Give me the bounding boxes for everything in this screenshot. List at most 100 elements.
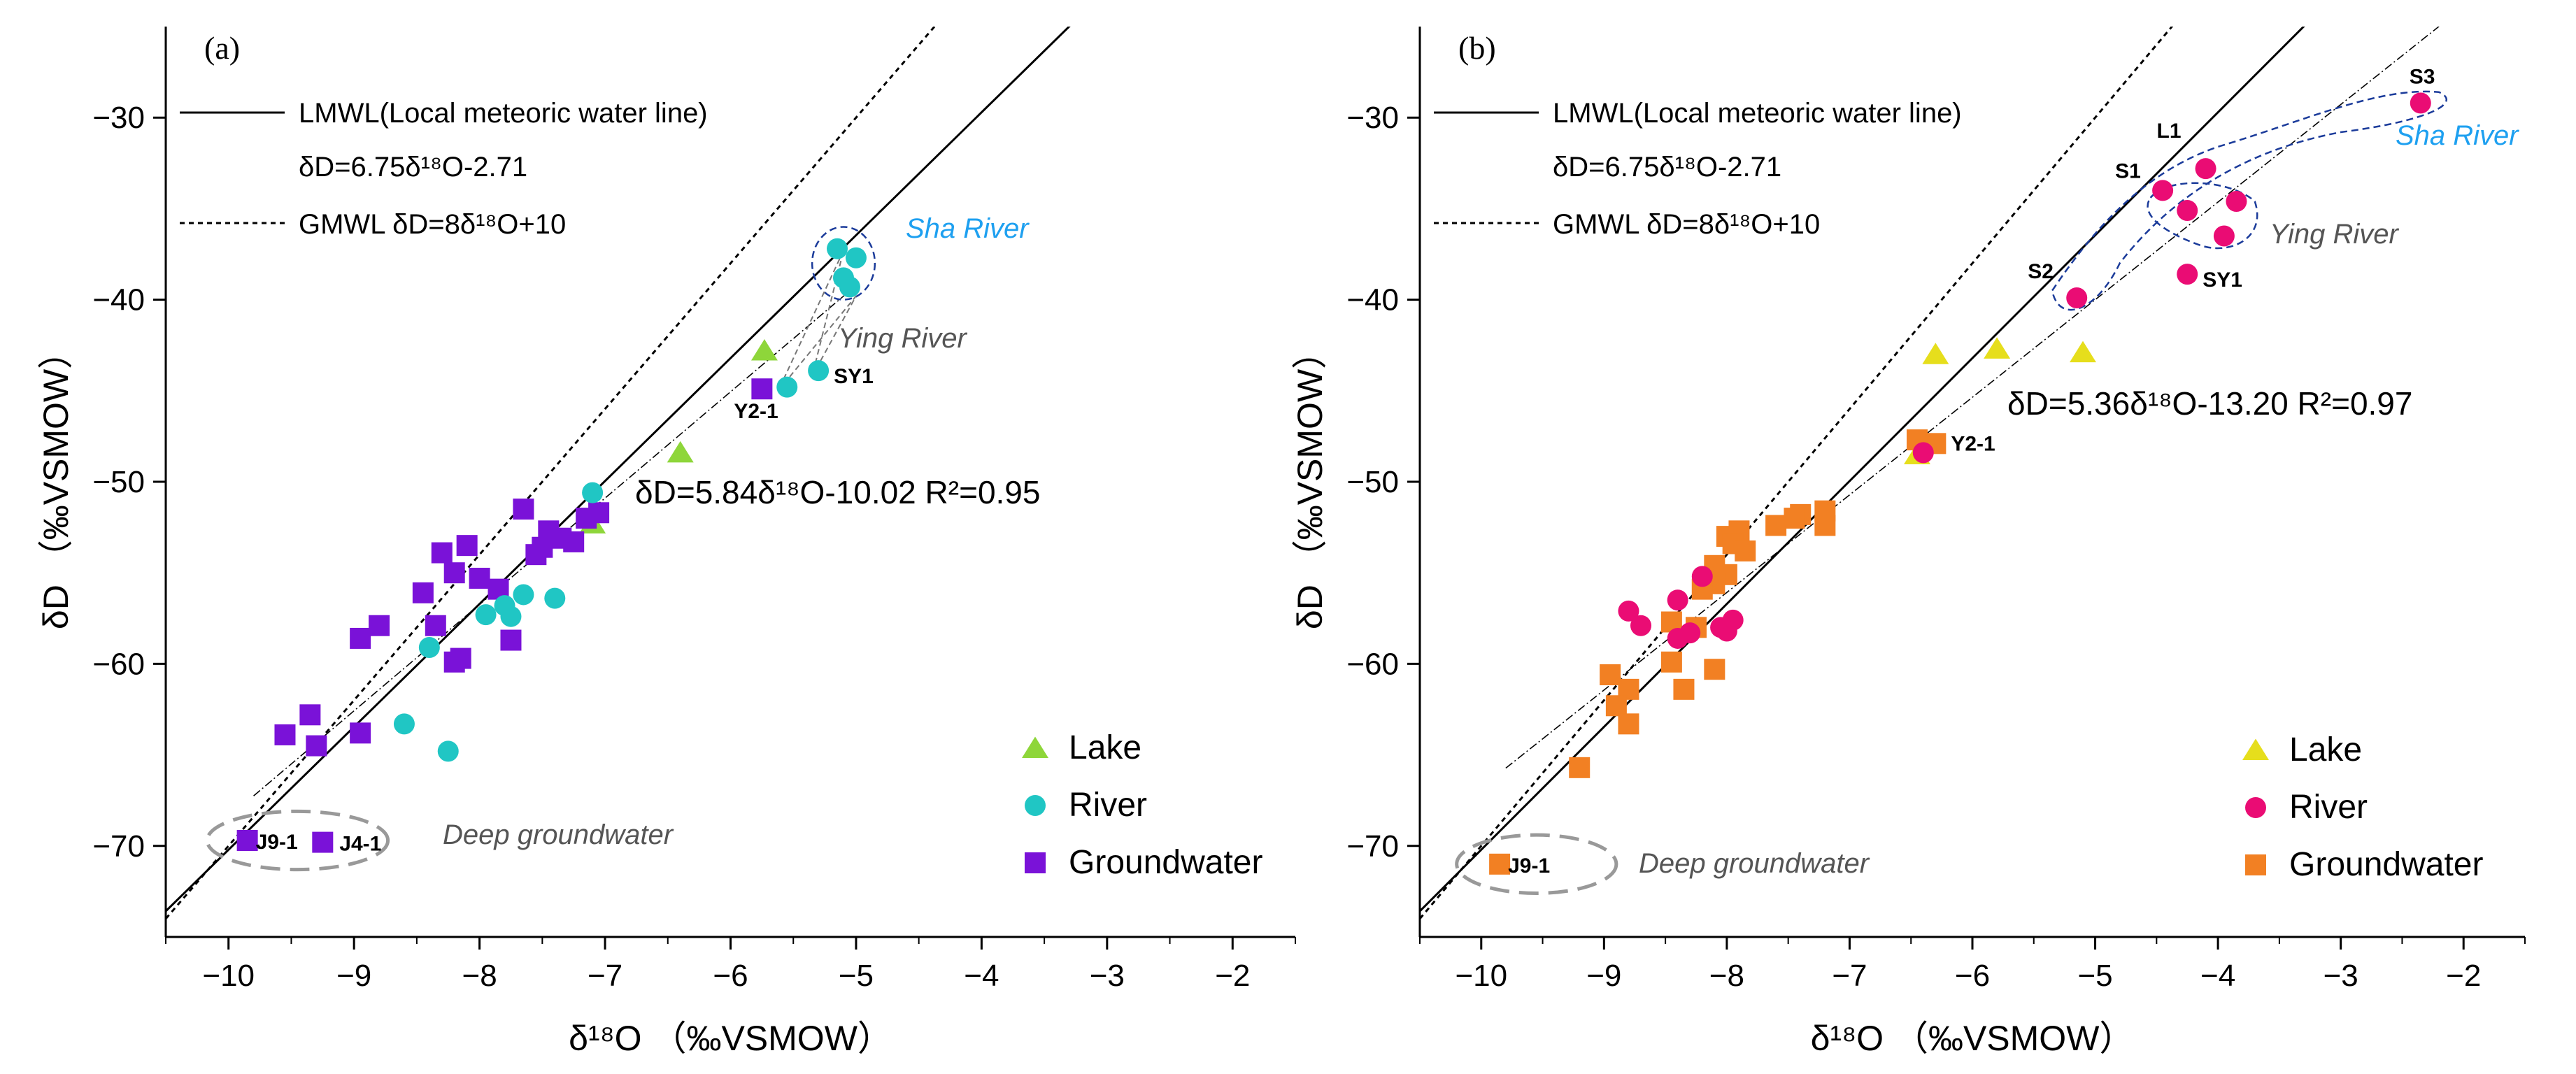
lake-point (750, 339, 778, 361)
regression-line (1505, 27, 2440, 769)
legend-marker-river (2245, 797, 2266, 818)
groundwater-point (236, 829, 258, 851)
legend-label-lake: Lake (1069, 729, 1141, 766)
deep-groundwater-label: Deep groundwater (443, 819, 674, 850)
river-point (808, 360, 830, 382)
plot-area (166, 27, 1071, 919)
x-tick-label: −7 (588, 959, 622, 993)
river-point (845, 247, 867, 268)
river-point (1618, 600, 1639, 622)
gmwl-line (1420, 27, 2174, 919)
legend-marker-lake (1022, 736, 1048, 759)
x-tick-label: −4 (964, 959, 999, 993)
river-point (475, 604, 497, 626)
x-tick-label: −2 (2446, 959, 2481, 993)
lmwl-equation: δD=6.75δ¹⁸O-2.71 (1553, 152, 1781, 182)
legend-label-river: River (2289, 789, 2368, 826)
groundwater-point (350, 627, 371, 649)
river-point (2152, 180, 2174, 201)
x-tick-label: −5 (2077, 959, 2112, 993)
panel-label: (a) (204, 30, 240, 66)
groundwater-point (306, 735, 327, 757)
groundwater-point (469, 568, 490, 589)
gmwl-line (166, 27, 937, 919)
x-tick-label: −3 (1090, 959, 1125, 993)
y-axis-label: δD （‰VSMOW） (1290, 334, 1330, 629)
x-tick-label: −4 (2200, 959, 2235, 993)
x-axis-label: δ¹⁸O （‰VSMOW） (569, 1019, 892, 1058)
y-tick-label: −40 (92, 283, 145, 317)
ying-river-label: Ying River (2270, 219, 2399, 250)
river-point (418, 636, 440, 658)
groundwater-point (274, 724, 296, 745)
groundwater-point (1673, 678, 1695, 700)
river-point (437, 740, 459, 762)
groundwater-point (369, 615, 390, 636)
lake-point (1922, 343, 1949, 364)
groundwater-point (412, 582, 434, 603)
groundwater-point (1618, 713, 1639, 735)
y-axis-label: δD （‰VSMOW） (36, 334, 76, 629)
river-point (500, 606, 522, 627)
x-tick-label: −9 (1586, 959, 1621, 993)
groundwater-point (1605, 695, 1627, 717)
river-point (776, 376, 798, 398)
lake-point (2070, 341, 2096, 363)
x-tick-label: −6 (713, 959, 748, 993)
series-river (393, 238, 867, 762)
regression-equation: δD=5.36δ¹⁸O-13.20 R²=0.97 (2007, 385, 2412, 422)
point-label: J9-1 (1508, 854, 1550, 878)
x-tick-label: −7 (1832, 959, 1867, 993)
groundwater-point (299, 704, 321, 726)
point-label: S3 (2410, 65, 2435, 88)
marker-legend: Lake River Groundwater (2242, 731, 2483, 883)
groundwater-point (563, 531, 585, 552)
groundwater-point (751, 378, 773, 400)
river-point (513, 584, 534, 606)
groundwater-point (1784, 508, 1805, 529)
groundwater-point (456, 535, 478, 557)
river-point (839, 276, 860, 298)
y-tick-label: −30 (92, 101, 145, 135)
ying-river-label: Ying River (838, 323, 967, 354)
groundwater-point (1569, 757, 1591, 778)
y-tick-label: −60 (1346, 647, 1399, 681)
legend-marker-lake (2242, 738, 2269, 761)
legend-label-river: River (1069, 787, 1147, 824)
point-label: S2 (2028, 260, 2054, 283)
chart-panel-b: −10 −9 −8 −7 −6 −5 −4 −3 −2 −30 −40 −50 −60 −70 δ¹⁸O （… (1290, 27, 2526, 1058)
lake-point (667, 441, 694, 463)
sha-river-label: Sha River (2396, 120, 2519, 151)
point-label: J4-1 (339, 833, 381, 856)
series-river (1618, 92, 2431, 649)
groundwater-point (1814, 515, 1836, 536)
x-tick-label: −9 (336, 959, 371, 993)
river-point (1716, 620, 1737, 642)
groundwater-point (450, 647, 471, 669)
series-groundwater (1489, 429, 1947, 875)
river-point (2066, 287, 2088, 308)
legend-marker-river (1025, 795, 1046, 816)
groundwater-point (443, 562, 465, 584)
x-tick-label: −5 (839, 959, 874, 993)
river-point (2195, 158, 2216, 180)
groundwater-point (312, 831, 334, 853)
x-tick-label: −3 (2324, 959, 2358, 993)
point-label: S1 (2115, 159, 2141, 182)
marker-legend: Lake River Groundwater (1022, 729, 1262, 881)
point-label: Y2-1 (734, 400, 778, 423)
groundwater-point (513, 499, 534, 520)
legend-label-lake: Lake (2289, 731, 2362, 768)
x-tick-label: −10 (202, 959, 255, 993)
deep-groundwater-ellipse (1455, 833, 1618, 896)
y-tick-label: −70 (1346, 829, 1399, 864)
groundwater-point (431, 542, 453, 564)
groundwater-point (525, 544, 547, 566)
gmwl-legend-text: GMWL δD=8δ¹⁸O+10 (1553, 209, 1820, 240)
y-tick-label: −30 (1346, 101, 1399, 135)
x-tick-label: −8 (1709, 959, 1744, 993)
series-groundwater (236, 378, 773, 853)
panel-label: (b) (1458, 30, 1496, 66)
legend-label-groundwater: Groundwater (2289, 846, 2483, 883)
legend-label-groundwater: Groundwater (1069, 844, 1262, 881)
